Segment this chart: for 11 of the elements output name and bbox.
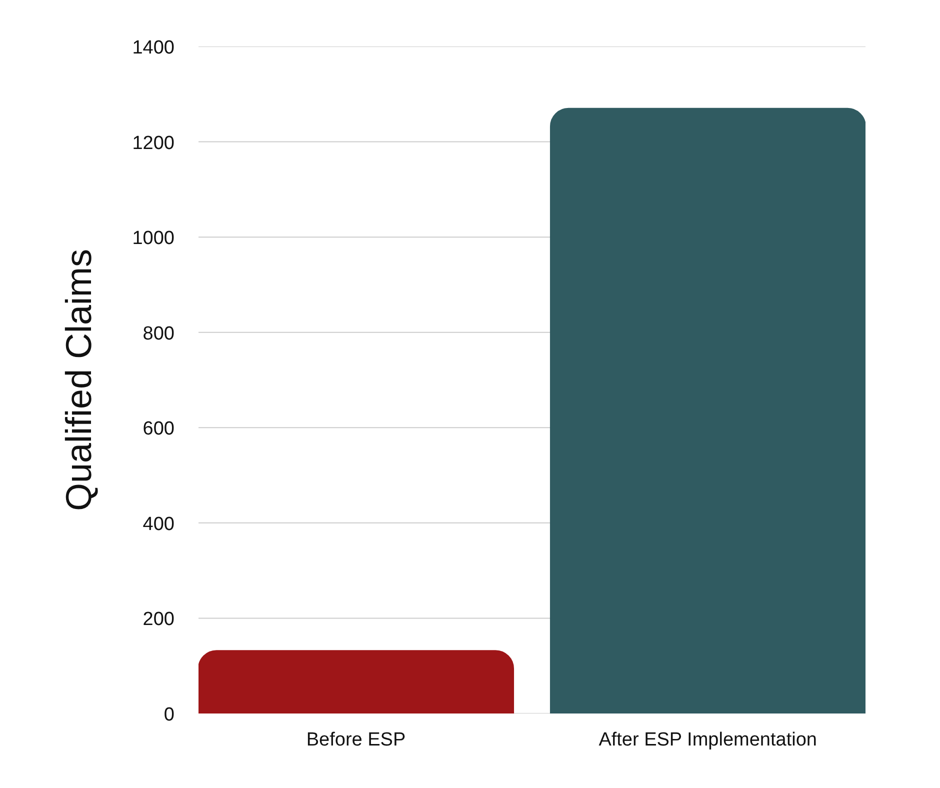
x-tick-label: Before ESP [306, 730, 406, 750]
y-tick-label: 1200 [132, 132, 175, 154]
y-tick-label: 0 [164, 704, 175, 726]
y-tick-label: 1400 [132, 38, 175, 58]
y-tick-label: 600 [142, 418, 174, 440]
y-tick-label: 800 [142, 323, 174, 344]
y-axis-title: Qualified Claims [58, 248, 100, 512]
y-tick-label: 200 [142, 609, 174, 630]
x-tick-label: After ESP Implementation [598, 730, 817, 750]
y-tick-label: 400 [142, 514, 174, 535]
y-tick-label: 1000 [132, 228, 175, 250]
